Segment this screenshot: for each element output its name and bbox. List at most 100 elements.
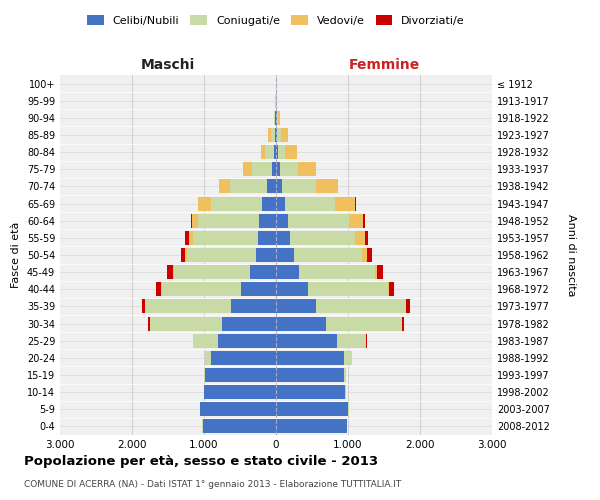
Bar [187, 248, 256, 262]
Bar [258, 231, 276, 245]
Bar [157, 282, 161, 296]
Bar [191, 214, 193, 228]
Bar [230, 180, 268, 194]
Bar [276, 196, 284, 210]
Bar [198, 196, 211, 210]
Bar [145, 300, 232, 314]
Bar [278, 145, 286, 159]
Bar [276, 248, 294, 262]
Bar [198, 214, 259, 228]
Bar [268, 128, 271, 142]
Bar [286, 145, 297, 159]
Bar [326, 316, 402, 330]
Bar [193, 214, 198, 228]
Bar [261, 145, 265, 159]
Bar [204, 368, 205, 382]
Bar [355, 231, 365, 245]
Legend: Celibi/Nubili, Coniugati/e, Vedovi/e, Divorziati/e: Celibi/Nubili, Coniugati/e, Vedovi/e, Di… [83, 10, 469, 30]
Bar [193, 334, 218, 347]
Bar [377, 265, 383, 279]
Bar [219, 180, 230, 194]
Bar [204, 385, 276, 399]
Bar [185, 231, 189, 245]
Bar [161, 282, 241, 296]
Bar [276, 231, 290, 245]
Bar [150, 316, 222, 330]
Bar [276, 265, 299, 279]
Bar [276, 128, 277, 142]
Bar [148, 316, 149, 330]
Bar [280, 162, 298, 176]
Bar [316, 180, 338, 194]
Bar [388, 282, 389, 296]
Bar [222, 316, 276, 330]
Y-axis label: Anni di nascita: Anni di nascita [566, 214, 577, 296]
Bar [276, 214, 287, 228]
Bar [276, 334, 337, 347]
Bar [241, 282, 276, 296]
Bar [389, 282, 394, 296]
Bar [268, 180, 276, 194]
Bar [363, 214, 365, 228]
Bar [367, 248, 373, 262]
Bar [272, 162, 276, 176]
Bar [259, 214, 276, 228]
Bar [335, 196, 355, 210]
Bar [189, 231, 193, 245]
Bar [175, 265, 250, 279]
Bar [276, 316, 326, 330]
Bar [287, 214, 349, 228]
Text: Femmine: Femmine [349, 58, 419, 71]
Bar [276, 162, 280, 176]
Bar [271, 128, 275, 142]
Bar [262, 196, 276, 210]
Bar [284, 196, 335, 210]
Bar [299, 265, 374, 279]
Text: COMUNE DI ACERRA (NA) - Dati ISTAT 1° gennaio 2013 - Elaborazione TUTTITALIA.IT: COMUNE DI ACERRA (NA) - Dati ISTAT 1° ge… [24, 480, 401, 489]
Bar [203, 420, 276, 434]
Bar [276, 402, 348, 416]
Bar [274, 111, 275, 125]
Bar [276, 420, 347, 434]
Bar [277, 128, 281, 142]
Bar [276, 145, 278, 159]
Bar [365, 231, 368, 245]
Bar [374, 265, 377, 279]
Bar [250, 265, 276, 279]
Bar [167, 265, 173, 279]
Bar [211, 351, 276, 365]
Text: Popolazione per età, sesso e stato civile - 2013: Popolazione per età, sesso e stato civil… [24, 455, 378, 468]
Bar [294, 248, 362, 262]
Bar [276, 300, 316, 314]
Bar [211, 196, 262, 210]
Bar [218, 334, 276, 347]
Bar [406, 300, 410, 314]
Bar [265, 145, 274, 159]
Bar [142, 300, 145, 314]
Bar [243, 162, 251, 176]
Bar [181, 248, 185, 262]
Y-axis label: Fasce di età: Fasce di età [11, 222, 21, 288]
Bar [232, 300, 276, 314]
Bar [185, 248, 187, 262]
Bar [349, 214, 363, 228]
Bar [193, 231, 258, 245]
Bar [290, 231, 355, 245]
Bar [251, 162, 272, 176]
Bar [277, 111, 278, 125]
Bar [278, 111, 280, 125]
Text: Maschi: Maschi [141, 58, 195, 71]
Bar [344, 368, 346, 382]
Bar [282, 180, 316, 194]
Bar [316, 300, 406, 314]
Bar [281, 128, 287, 142]
Bar [274, 145, 276, 159]
Bar [205, 368, 276, 382]
Bar [276, 282, 308, 296]
Bar [344, 351, 352, 365]
Bar [276, 368, 344, 382]
Bar [362, 248, 367, 262]
Bar [308, 282, 388, 296]
Bar [256, 248, 276, 262]
Bar [275, 128, 276, 142]
